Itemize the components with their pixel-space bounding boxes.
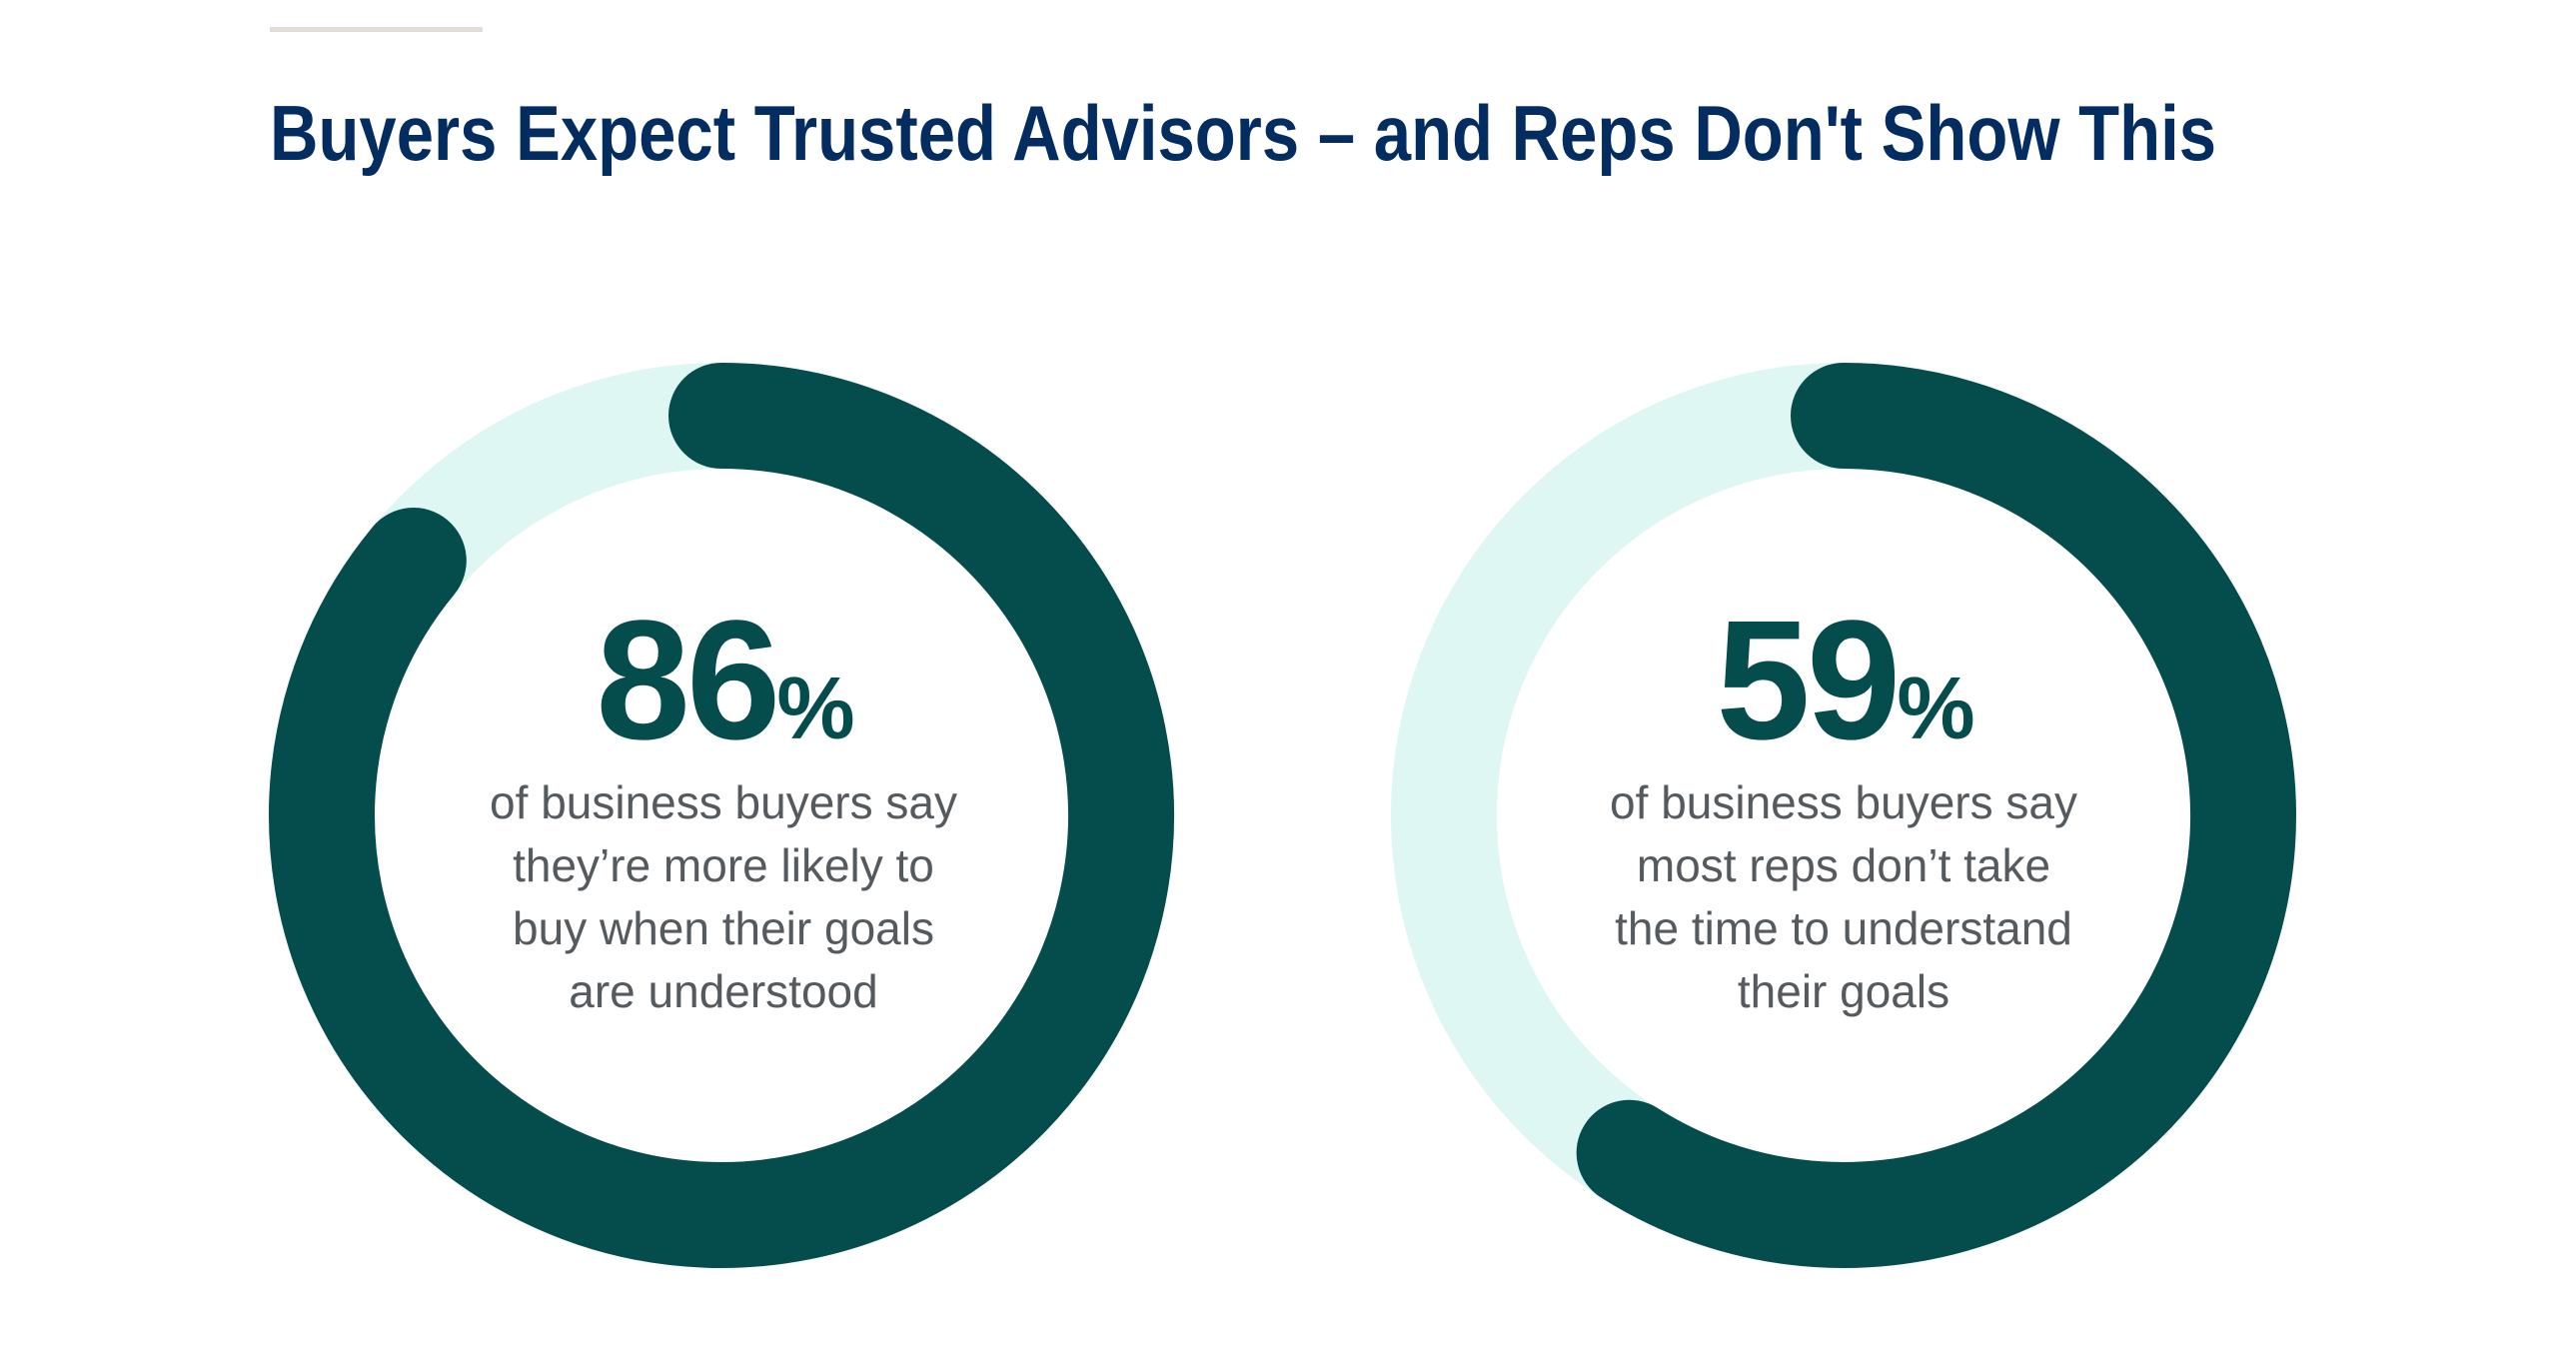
description-line: of business buyers say	[490, 776, 957, 828]
donut-value-arc	[1576, 363, 2296, 1268]
description-line: are understood	[569, 965, 878, 1017]
description-line: buy when their goals	[513, 902, 934, 954]
stat-right: 59% of business buyers say most reps don…	[1544, 596, 2143, 1023]
stat-percent-sign: %	[1897, 659, 1974, 757]
stat-description: of business buyers say most reps don’t t…	[1544, 771, 2143, 1023]
stat-number: 86	[596, 586, 780, 775]
page-title: Buyers Expect Trusted Advisors – and Rep…	[270, 89, 2217, 177]
stat-percent-sign: %	[776, 659, 854, 757]
description-line: they’re more likely to	[513, 839, 934, 891]
description-line: of business buyers say	[1610, 776, 2077, 828]
stat-description: of business buyers say they’re more like…	[424, 771, 1023, 1023]
stat-number: 59	[1716, 586, 1901, 775]
description-line: the time to understand	[1615, 902, 2072, 954]
stat-value: 59%	[1544, 596, 2143, 765]
description-line: their goals	[1737, 965, 1950, 1017]
stat-left: 86% of business buyers say they’re more …	[424, 596, 1023, 1023]
stat-value: 86%	[424, 596, 1023, 765]
donut-value-arc	[269, 363, 1174, 1268]
description-line: most reps don’t take	[1636, 839, 2051, 891]
header-divider	[270, 27, 483, 32]
